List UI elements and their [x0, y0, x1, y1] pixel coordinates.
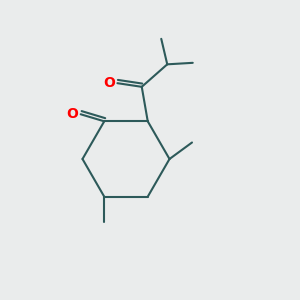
Text: O: O	[66, 107, 78, 121]
Text: O: O	[103, 76, 115, 90]
